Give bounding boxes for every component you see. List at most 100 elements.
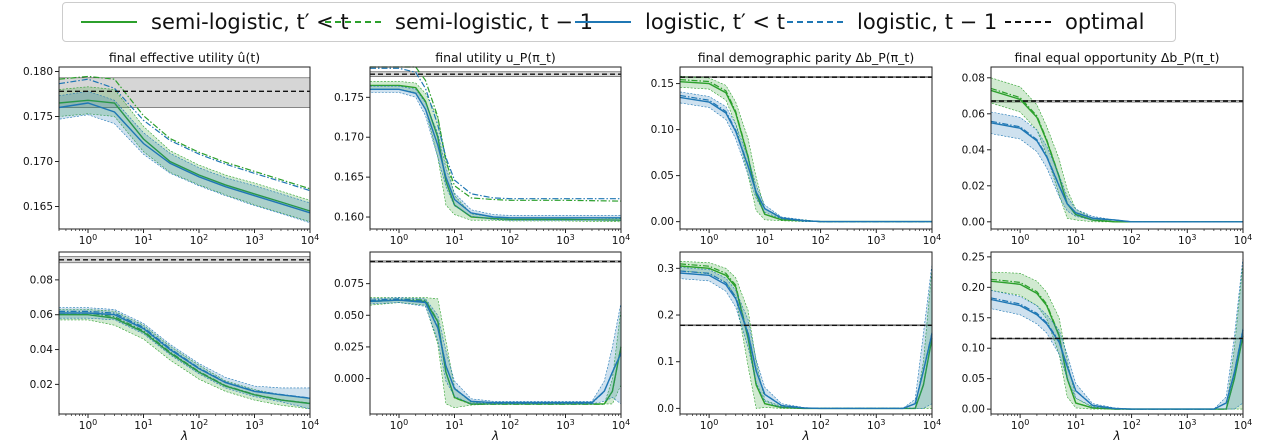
y-tick-label: 0.00 <box>651 216 674 228</box>
line-logistic-all <box>369 299 622 404</box>
legend: semi-logistic, t′ < t semi-logistic, t −… <box>62 2 1176 42</box>
x-tick-label: 100 <box>390 233 408 247</box>
y-tick-label: 0.160 <box>334 212 364 224</box>
x-tick-label: 101 <box>445 418 463 432</box>
legend-item-logistic-all: logistic, t′ < t <box>575 8 785 36</box>
line-logistic-last <box>58 78 311 192</box>
optimal-band <box>369 71 622 77</box>
legend-label: logistic, t′ < t <box>645 10 785 34</box>
x-tick-label: 103 <box>867 233 885 247</box>
line-semi-all <box>679 265 933 410</box>
x-tick-label: 102 <box>811 233 829 247</box>
panel-title: final equal opportunity Δb_P(π_t) <box>1014 50 1219 65</box>
panel-3: 0.00 0.05 0.10 0.15 100 101 102 103 104 final dem… <box>651 50 942 247</box>
y-tick-label: 0.170 <box>23 156 53 168</box>
line-logistic-last <box>59 310 311 399</box>
y-tick-label: 0.10 <box>962 343 985 355</box>
line-semi-all <box>58 99 311 212</box>
band-logistic <box>990 256 1244 410</box>
x-axis-label: λ <box>801 429 809 442</box>
legend-label: semi-logistic, t′ < t <box>151 10 349 34</box>
band-semi <box>679 75 932 222</box>
x-tick-label: 100 <box>700 418 718 432</box>
x-axis-label: λ <box>180 429 188 442</box>
x-tick-label: 102 <box>1122 233 1140 247</box>
line-semi-last <box>679 79 932 223</box>
y-tick-label: 0.3 <box>657 263 674 275</box>
x-tick-label: 100 <box>700 233 718 247</box>
y-tick-label: 0.08 <box>30 274 53 286</box>
x-tick-label: 101 <box>756 418 774 432</box>
x-tick-label: 103 <box>245 418 263 432</box>
line-logistic-last <box>369 298 622 404</box>
y-tick-label: 0.05 <box>962 373 985 385</box>
panel-title: final utility u_P(π_t) <box>435 50 556 65</box>
axes-frame <box>58 66 311 230</box>
legend-swatch-optimal <box>1005 21 1051 23</box>
optimal-band <box>679 76 933 78</box>
y-tick-label: 0.20 <box>962 282 985 294</box>
band-logistic <box>58 90 311 224</box>
x-tick-label: 103 <box>1178 233 1196 247</box>
panel-8: 0.00 0.05 0.10 0.15 0.20 0.25 100 101 102 103 104 λ <box>962 251 1253 442</box>
line-logistic-last <box>679 270 933 409</box>
axes-frame <box>679 251 933 415</box>
y-tick-label: 0.025 <box>334 341 364 353</box>
x-tick-label: 102 <box>501 233 519 247</box>
x-tick-label: 104 <box>1234 233 1252 247</box>
legend-label: logistic, t − 1 <box>857 10 998 34</box>
line-logistic-all <box>679 96 932 223</box>
legend-item-semi-logistic-all: semi-logistic, t′ < t <box>81 8 349 36</box>
y-tick-label: 0.04 <box>962 144 986 156</box>
axes-frame <box>369 66 622 230</box>
y-tick-label: 0.06 <box>962 108 986 120</box>
y-tick-label: 0.2 <box>657 310 674 322</box>
panel-title: final demographic parity Δb_P(π_t) <box>698 50 914 65</box>
panel-title: final effective utility û(t) <box>109 50 260 65</box>
x-tick-label: 103 <box>867 418 885 432</box>
panel-5: 0.02 0.04 0.06 0.08 100 101 102 103 104 λ <box>30 251 319 442</box>
x-tick-label: 103 <box>245 233 263 247</box>
x-tick-label: 104 <box>301 233 319 247</box>
y-tick-label: 0.175 <box>23 111 53 123</box>
legend-item-optimal: optimal <box>1005 8 1144 36</box>
line-semi-last <box>58 75 311 190</box>
legend-label: semi-logistic, t − 1 <box>395 10 594 34</box>
line-logistic-all <box>58 102 311 214</box>
y-tick-label: 0.25 <box>962 251 985 263</box>
y-tick-label: 0.04 <box>30 344 54 356</box>
band-semi <box>369 297 622 409</box>
x-tick-label: 102 <box>190 233 208 247</box>
x-tick-label: 104 <box>1234 418 1252 432</box>
panel-1: 0.165 0.170 0.175 0.180 100 101 102 103 104 final… <box>23 50 319 247</box>
y-tick-label: 0.175 <box>334 92 364 104</box>
band-semi <box>990 77 1243 223</box>
y-tick-label: 0.10 <box>651 124 674 136</box>
optimal-band <box>990 337 1244 340</box>
panel-7: 0.0 0.1 0.2 0.3 100 101 102 103 104 λ <box>657 251 941 442</box>
band-logistic <box>990 111 1243 223</box>
line-logistic-last <box>370 67 621 200</box>
x-tick-label: 104 <box>923 418 941 432</box>
y-tick-label: 0.02 <box>30 379 53 391</box>
legend-swatch-logistic-dashdot <box>787 21 843 23</box>
x-tick-label: 102 <box>811 418 829 432</box>
line-logistic-all <box>370 88 621 219</box>
x-tick-label: 100 <box>79 233 97 247</box>
x-tick-label: 104 <box>612 233 630 247</box>
panel-6: 0.000 0.025 0.050 0.075 100 101 102 103 104 λ <box>334 251 630 442</box>
y-tick-label: 0.02 <box>962 180 985 192</box>
x-tick-label: 103 <box>556 233 574 247</box>
y-tick-label: 0.06 <box>30 309 54 321</box>
x-tick-label: 102 <box>501 418 519 432</box>
legend-item-logistic-last: logistic, t − 1 <box>787 8 997 36</box>
y-tick-label: 0.165 <box>334 172 364 184</box>
y-tick-label: 0.05 <box>651 170 674 182</box>
x-tick-label: 101 <box>134 418 152 432</box>
line-logistic-last <box>679 94 932 223</box>
x-axis-label: λ <box>491 429 499 442</box>
x-tick-label: 101 <box>134 233 152 247</box>
axes-frame <box>990 66 1244 230</box>
x-tick-label: 104 <box>612 418 630 432</box>
y-tick-label: 0.165 <box>23 201 53 213</box>
